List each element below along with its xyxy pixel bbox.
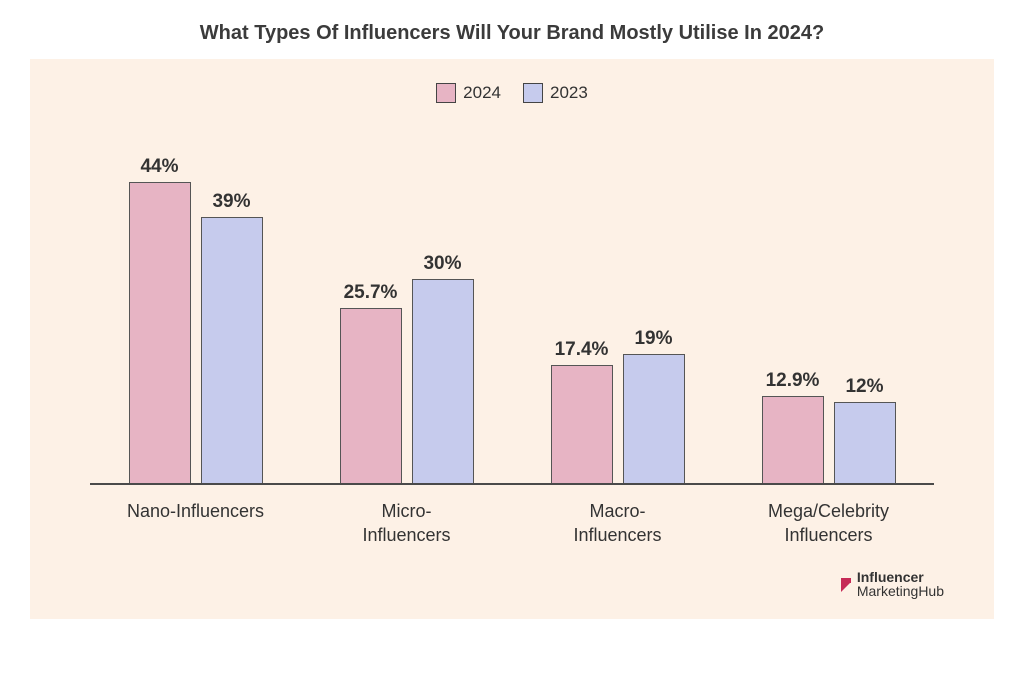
- brand-logo: Influencer MarketingHub: [841, 570, 944, 599]
- bar: [129, 182, 191, 485]
- bar-column: 30%: [412, 253, 474, 485]
- legend-item: 2024: [436, 83, 501, 103]
- x-axis-label: Nano-Influencers: [90, 499, 301, 548]
- brand-text: Influencer MarketingHub: [857, 570, 944, 599]
- brand-text-top: Influencer: [857, 570, 944, 585]
- bar-value-label: 25.7%: [344, 282, 398, 304]
- bar-group: 25.7% 30%: [340, 253, 474, 485]
- x-axis-label: Mega/Celebrity Influencers: [723, 499, 934, 548]
- bar: [551, 365, 613, 485]
- bar: [412, 279, 474, 485]
- bar-column: 17.4%: [551, 339, 613, 485]
- bar-group: 12.9% 12%: [762, 370, 896, 485]
- legend-item: 2023: [523, 83, 588, 103]
- bar-group: 17.4% 19%: [551, 328, 685, 485]
- bar-value-label: 39%: [212, 191, 250, 213]
- chart-panel: 20242023 44%39%25.7%30%17.4%19%12.9%12% …: [30, 59, 994, 619]
- bar-value-label: 17.4%: [555, 339, 609, 361]
- bar-value-label: 12.9%: [766, 370, 820, 392]
- bar-column: 12.9%: [762, 370, 824, 485]
- brand-text-bot: MarketingHub: [857, 584, 944, 599]
- legend: 2024 2023: [30, 59, 994, 115]
- bar-column: 12%: [834, 376, 896, 485]
- x-axis-labels: Nano-InfluencersMicro- InfluencersMacro-…: [90, 499, 934, 548]
- bar-groups: 44% 39% 25.7% 30% 17.4% 19% 12.9% 12%: [90, 115, 934, 485]
- bar: [834, 402, 896, 485]
- bar-column: 25.7%: [340, 282, 402, 485]
- bar-column: 19%: [623, 328, 685, 485]
- bar-value-label: 19%: [634, 328, 672, 350]
- bar-value-label: 44%: [140, 156, 178, 178]
- legend-swatch: [523, 83, 543, 103]
- bar: [762, 396, 824, 485]
- x-axis-line: [90, 483, 934, 485]
- x-axis-label: Macro- Influencers: [512, 499, 723, 548]
- x-axis-label: Micro- Influencers: [301, 499, 512, 548]
- bar: [201, 217, 263, 485]
- bar: [340, 308, 402, 485]
- bar: [623, 354, 685, 485]
- legend-swatch: [436, 83, 456, 103]
- bar-group: 44% 39%: [129, 156, 263, 485]
- brand-arrow-icon: [841, 582, 851, 592]
- legend-label: 2024: [463, 83, 501, 103]
- bar-column: 39%: [201, 191, 263, 485]
- chart-title: What Types Of Influencers Will Your Bran…: [0, 0, 1024, 59]
- bar-value-label: 12%: [845, 376, 883, 398]
- bar-value-label: 30%: [423, 253, 461, 275]
- legend-label: 2023: [550, 83, 588, 103]
- bar-column: 44%: [129, 156, 191, 485]
- plot-area: 44% 39% 25.7% 30% 17.4% 19% 12.9% 12%: [90, 115, 934, 485]
